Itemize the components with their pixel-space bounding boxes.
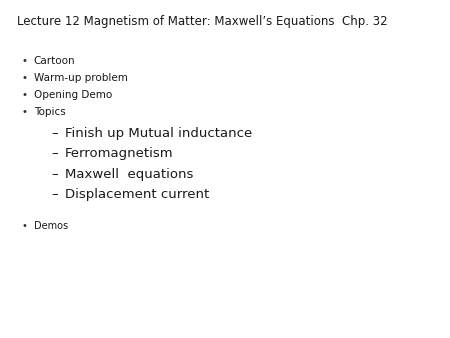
Text: –: – (52, 188, 58, 201)
Text: •: • (22, 73, 27, 83)
Text: –: – (52, 168, 58, 180)
Text: Finish up Mutual inductance: Finish up Mutual inductance (65, 127, 252, 140)
Text: Warm-up problem: Warm-up problem (34, 73, 128, 83)
Text: Displacement current: Displacement current (65, 188, 210, 201)
Text: •: • (22, 221, 27, 232)
Text: •: • (22, 90, 27, 100)
Text: –: – (52, 147, 58, 160)
Text: •: • (22, 56, 27, 66)
Text: –: – (52, 127, 58, 140)
Text: Opening Demo: Opening Demo (34, 90, 112, 100)
Text: Topics: Topics (34, 106, 66, 117)
Text: Demos: Demos (34, 221, 68, 232)
Text: Cartoon: Cartoon (34, 56, 76, 66)
Text: •: • (22, 106, 27, 117)
Text: Lecture 12 Magnetism of Matter: Maxwell’s Equations  Chp. 32: Lecture 12 Magnetism of Matter: Maxwell’… (17, 15, 388, 28)
Text: Ferromagnetism: Ferromagnetism (65, 147, 174, 160)
Text: Maxwell  equations: Maxwell equations (65, 168, 194, 180)
